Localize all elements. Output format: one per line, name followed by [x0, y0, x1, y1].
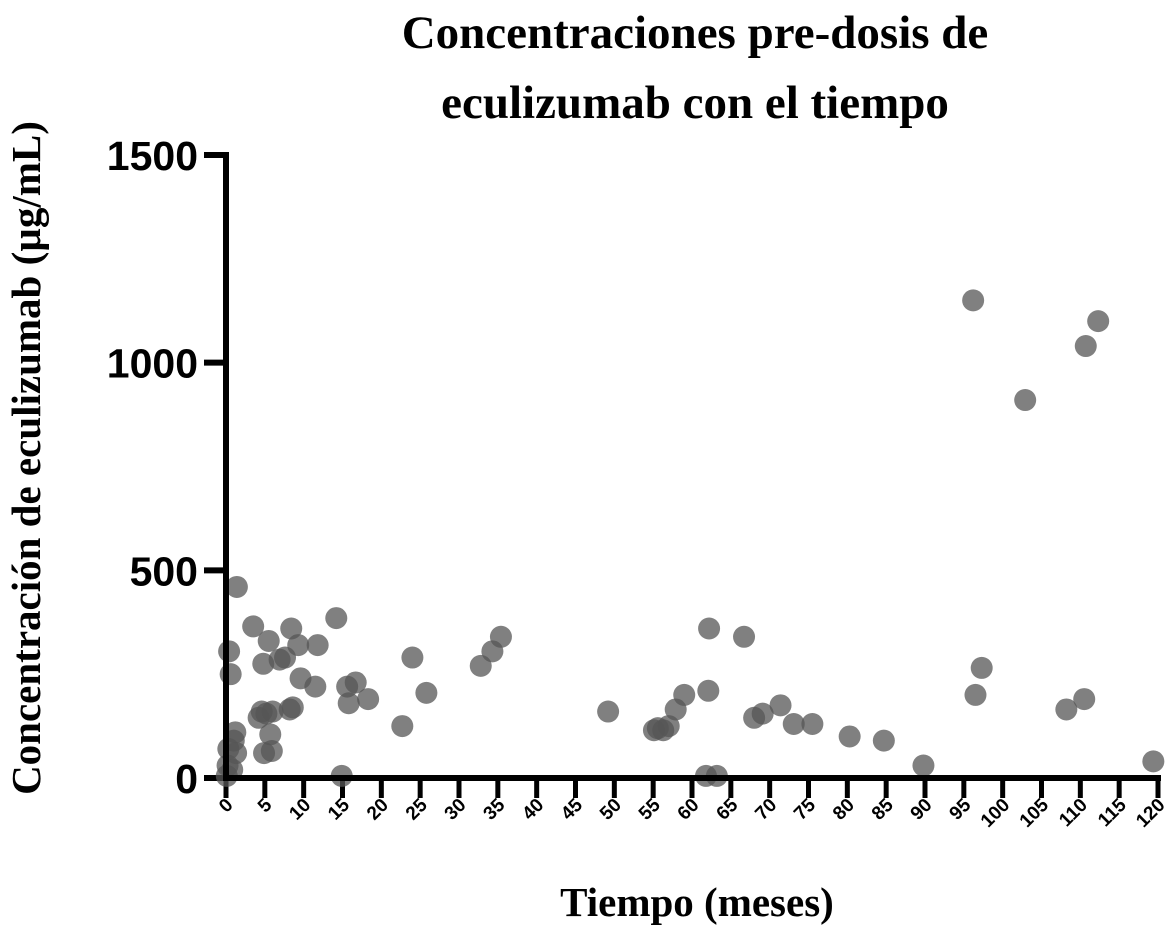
x-tick-label: 55: [635, 794, 665, 824]
data-point: [224, 721, 247, 744]
x-tick-label: 120: [1132, 795, 1169, 832]
data-point: [769, 694, 792, 717]
x-tick-label: 65: [713, 794, 743, 824]
x-tick-label: 105: [1016, 794, 1054, 832]
data-point: [912, 754, 935, 777]
y-tick-label: 1500: [107, 133, 198, 179]
data-point: [697, 679, 720, 702]
x-tick-label: 100: [977, 795, 1014, 832]
y-tick-label: 0: [175, 756, 198, 802]
x-tick-label: 50: [596, 795, 626, 825]
y-tick-label: 500: [130, 548, 198, 594]
data-point: [401, 646, 424, 669]
data-point: [838, 725, 861, 748]
data-point: [259, 723, 282, 746]
data-points: [215, 289, 1165, 787]
data-point: [1073, 688, 1096, 711]
data-point: [287, 634, 310, 657]
data-point: [415, 681, 438, 704]
data-point: [225, 575, 248, 598]
data-point: [751, 702, 774, 725]
data-point: [962, 289, 985, 312]
y-tick-label: 1000: [107, 341, 198, 387]
data-point: [306, 634, 329, 657]
data-point: [872, 729, 895, 752]
data-point: [280, 617, 303, 640]
data-point: [260, 740, 283, 763]
data-point: [304, 675, 327, 698]
x-tick-label: 0: [215, 795, 237, 817]
chart-title-line-2: eculizumab con el tiempo: [441, 77, 949, 129]
x-tick-label: 85: [868, 794, 898, 824]
x-tick-label: 45: [557, 794, 587, 824]
y-axis-title: Concentración de eculizumab (µg/mL): [3, 121, 49, 795]
x-axis-ticks: 0 5 10 15 20 25 30 35 40 45 50 55 60 65 70 75 80 85 90 95 10…: [215, 778, 1169, 832]
y-axis-ticks: 0 500 1000 1500: [107, 133, 226, 802]
data-point: [1055, 698, 1078, 721]
x-tick-label: 90: [907, 795, 937, 825]
x-tick-label: 70: [751, 795, 781, 825]
x-tick-label: 115: [1094, 794, 1131, 831]
x-tick-label: 30: [441, 795, 471, 825]
data-point: [801, 713, 824, 736]
data-point: [782, 713, 805, 736]
x-tick-label: 110: [1055, 795, 1092, 832]
data-point: [218, 640, 241, 663]
data-point: [219, 663, 242, 686]
data-point: [964, 683, 987, 706]
data-point: [1014, 389, 1037, 412]
data-point: [489, 625, 512, 648]
x-tick-label: 75: [790, 794, 820, 824]
data-point: [257, 629, 280, 652]
x-tick-label: 95: [946, 794, 976, 824]
data-point: [970, 656, 993, 679]
x-tick-label: 35: [480, 794, 510, 824]
data-point: [391, 715, 414, 738]
x-axis-title: Tiempo (meses): [560, 879, 834, 925]
data-point: [357, 688, 380, 711]
data-point: [1074, 335, 1097, 358]
data-point: [733, 625, 756, 648]
x-tick-label: 15: [324, 794, 354, 824]
data-point: [344, 671, 367, 694]
x-tick-label: 40: [518, 795, 548, 825]
data-point: [281, 696, 304, 719]
data-point: [242, 615, 265, 638]
data-point: [261, 700, 284, 723]
x-tick-label: 25: [402, 794, 432, 824]
x-tick-label: 10: [285, 795, 315, 825]
x-tick-label: 20: [363, 795, 393, 825]
data-point: [597, 700, 620, 723]
chart-title-line-1: Concentraciones pre-dosis de: [402, 7, 989, 59]
data-point: [1087, 310, 1110, 333]
data-point: [698, 617, 721, 640]
data-point: [337, 692, 360, 715]
data-point: [225, 742, 248, 765]
data-point: [1142, 750, 1165, 773]
x-tick-label: 80: [829, 795, 859, 825]
data-point: [657, 715, 680, 738]
data-point: [673, 683, 696, 706]
x-tick-label: 60: [674, 795, 704, 825]
data-point: [325, 607, 348, 630]
